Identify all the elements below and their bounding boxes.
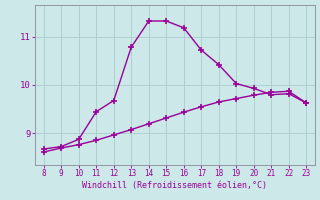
- X-axis label: Windchill (Refroidissement éolien,°C): Windchill (Refroidissement éolien,°C): [83, 181, 268, 190]
